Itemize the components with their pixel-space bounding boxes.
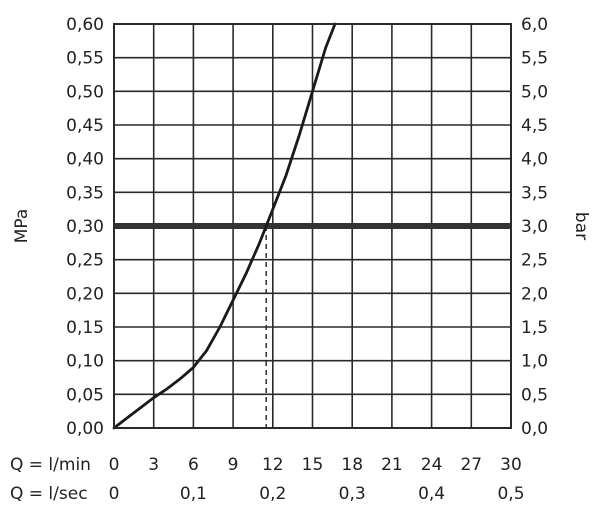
x-lmin-tick-label: 9 bbox=[228, 455, 239, 475]
y-right-tick-label: 3,0 bbox=[521, 217, 548, 237]
y-left-tick-label: 0,50 bbox=[66, 82, 104, 102]
y-right-tick-label: 0,0 bbox=[521, 419, 548, 439]
flow-curve bbox=[112, 22, 337, 430]
y-left-tick-label: 0,25 bbox=[66, 251, 104, 271]
x-lmin-tick-label: 6 bbox=[188, 455, 199, 475]
y-right-tick-label: 0,5 bbox=[521, 385, 548, 405]
x-lmin-axis-title: Q = l/min bbox=[10, 455, 91, 475]
y-left-tick-label: 0,35 bbox=[66, 183, 104, 203]
x-lsec-tick-label: 0 bbox=[109, 484, 120, 504]
x-lmin-tick-label: 18 bbox=[341, 455, 363, 475]
y-left-tick-label: 0,40 bbox=[66, 150, 104, 170]
y-left-tick-label: 0,45 bbox=[66, 116, 104, 136]
x-lmin-tick-label: 12 bbox=[262, 455, 284, 475]
y-right-tick-label: 1,0 bbox=[521, 352, 548, 372]
y-right-tick-label: 3,5 bbox=[521, 183, 548, 203]
y-right-tick-label: 4,5 bbox=[521, 116, 548, 136]
x-lsec-tick-label: 0,4 bbox=[418, 484, 445, 504]
y-right-tick-label: 5,0 bbox=[521, 82, 548, 102]
plot-frame bbox=[113, 23, 512, 429]
x-lsec-tick-label: 0,1 bbox=[180, 484, 207, 504]
y-right-tick-label: 4,0 bbox=[521, 150, 548, 170]
x-lmin-tick-label: 27 bbox=[460, 455, 482, 475]
y-right-tick-label: 1,5 bbox=[521, 318, 548, 338]
y-right-tick-label: 2,0 bbox=[521, 284, 548, 304]
x-lsec-tick-label: 0,3 bbox=[339, 484, 366, 504]
x-lmin-tick-label: 3 bbox=[148, 455, 159, 475]
y-left-axis-title: MPa bbox=[12, 209, 32, 244]
y-right-tick-label: 5,5 bbox=[521, 49, 548, 69]
reference-layer bbox=[114, 223, 511, 428]
y-left-tick-label: 0,60 bbox=[66, 15, 104, 35]
y-right-tick-label: 2,5 bbox=[521, 251, 548, 271]
y-left-tick-label: 0,10 bbox=[66, 352, 104, 372]
x-lmin-tick-label: 30 bbox=[500, 455, 522, 475]
y-left-tick-label: 0,15 bbox=[66, 318, 104, 338]
y-right-tick-label: 6,0 bbox=[521, 15, 548, 35]
x-lsec-tick-label: 0,2 bbox=[259, 484, 286, 504]
x-lmin-tick-label: 15 bbox=[302, 455, 324, 475]
x-lmin-tick-label: 0 bbox=[109, 455, 120, 475]
y-right-axis-title: bar bbox=[571, 212, 591, 240]
series-layer bbox=[112, 22, 337, 430]
y-left-tick-label: 0,05 bbox=[66, 385, 104, 405]
grid bbox=[114, 24, 511, 428]
y-left-tick-label: 0,00 bbox=[66, 419, 104, 439]
y-left-tick-label: 0,20 bbox=[66, 284, 104, 304]
x-lmin-tick-label: 21 bbox=[381, 455, 403, 475]
x-lsec-tick-label: 0,5 bbox=[497, 484, 524, 504]
y-left-tick-label: 0,30 bbox=[66, 217, 104, 237]
tick-labels: 0,000,050,100,150,200,250,300,350,400,45… bbox=[66, 15, 548, 504]
x-lsec-axis-title: Q = l/sec bbox=[10, 484, 88, 504]
y-left-tick-label: 0,55 bbox=[66, 49, 104, 69]
x-lmin-tick-label: 24 bbox=[421, 455, 443, 475]
